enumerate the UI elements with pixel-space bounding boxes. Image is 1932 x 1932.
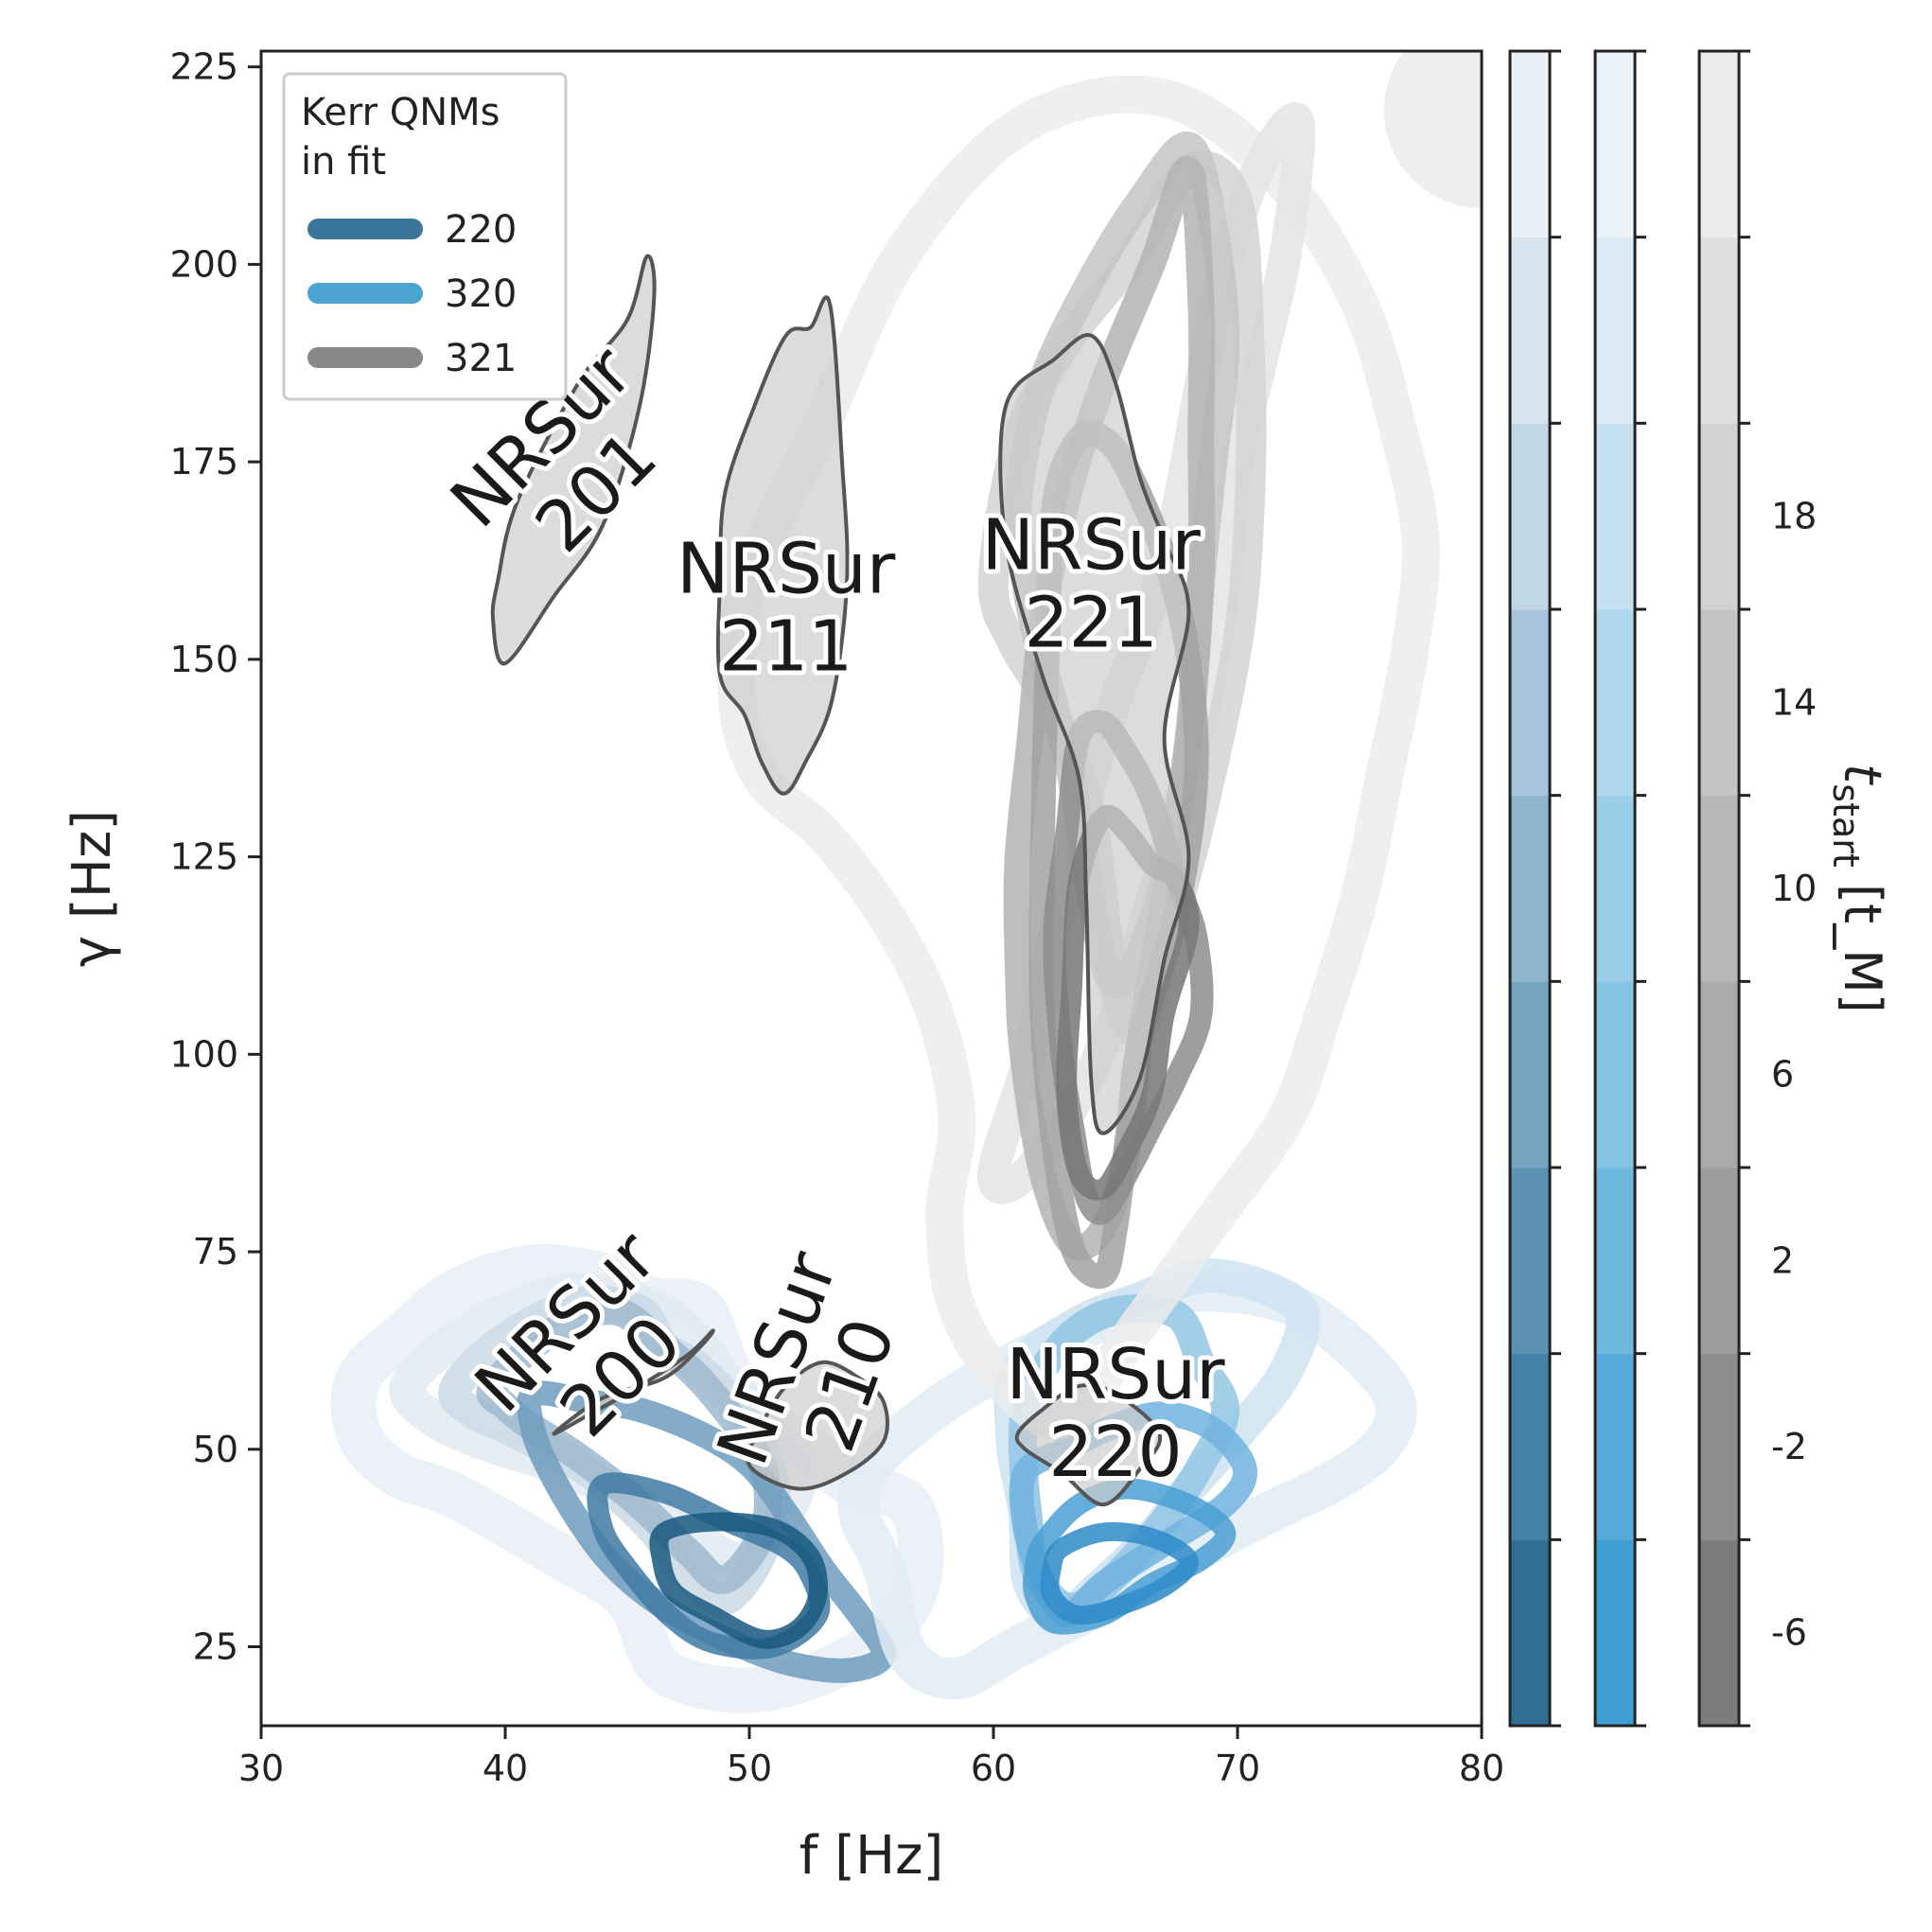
legend-label-320: 320	[445, 272, 517, 316]
colorbar-segment-220	[1510, 423, 1550, 610]
colorbar-segment-320	[1595, 423, 1635, 610]
nrsur-region-221	[998, 332, 1191, 1135]
colorbar-frame-320	[1593, 49, 1637, 1728]
y-tick-label: 50	[193, 1429, 238, 1470]
nrsur-region-210	[746, 1360, 889, 1491]
y-tick-label: 75	[193, 1231, 238, 1273]
y-tick-label: 225	[169, 46, 238, 88]
x-tick-label: 40	[483, 1748, 528, 1789]
colorbar-tick-label: 6	[1771, 1054, 1794, 1096]
colorbar-segment-320	[1595, 609, 1635, 797]
colorbar-segment-321	[1699, 51, 1739, 238]
x-axis-title: f [Hz]	[799, 1825, 944, 1887]
colorbar-segment-321	[1699, 237, 1739, 424]
nrsur-label-line2: 221	[1025, 582, 1158, 663]
colorbar-segment-320	[1595, 795, 1635, 982]
y-axis-ticks: 25 50 75 100 125 150 175 200 225	[169, 46, 261, 1668]
nrsur-region-220	[1014, 1382, 1163, 1507]
nrsur-label-line1: NRSur	[1006, 1334, 1225, 1415]
x-tick-label: 70	[1215, 1748, 1260, 1789]
legend-label-321: 321	[445, 337, 517, 380]
colorbar-segment-220	[1510, 609, 1550, 797]
legend-title: in fit	[301, 140, 386, 184]
x-tick-label: 30	[238, 1748, 284, 1789]
x-tick-label: 60	[971, 1748, 1016, 1789]
colorbar-segment-220	[1510, 1353, 1550, 1540]
y-tick-label: 175	[169, 441, 238, 483]
nrsur-label-line2: 211	[719, 606, 852, 687]
x-axis-ticks: 30 40 50 60 70 80	[238, 1726, 1504, 1789]
colorbar-title: tstart [t_M]	[1825, 764, 1892, 1013]
colorbar-segment-321	[1699, 1539, 1739, 1727]
nrsur-label-line1: NRSur	[982, 504, 1202, 586]
nrsur-region-200	[552, 1328, 715, 1436]
nrsur-label-line1: NRSur	[676, 528, 896, 609]
legend: Kerr QNMs in fit 220 320 321	[282, 72, 568, 401]
colorbar-segment-320	[1595, 981, 1635, 1168]
plot-frame	[259, 49, 1484, 1728]
colorbar-segment-321	[1699, 1168, 1739, 1355]
x-tick-label: 50	[727, 1748, 772, 1789]
colorbar-segment-220	[1510, 1539, 1550, 1727]
colorbar-segment-321	[1699, 981, 1739, 1168]
y-tick-label: 150	[169, 639, 238, 680]
colorbar-segment-220	[1510, 1168, 1550, 1355]
colorbar-tick-label: 2	[1771, 1239, 1794, 1281]
contour-320	[1040, 1521, 1199, 1625]
contour-220	[516, 1380, 896, 1683]
y-axis-title: γ [Hz]	[61, 810, 123, 967]
colorbar-segment-320	[1595, 1539, 1635, 1727]
colorbar-title-text: tstart [t_M]	[1825, 764, 1892, 1013]
contour-marker-321	[1383, 51, 1482, 208]
colorbar-tick-label: -2	[1771, 1426, 1807, 1467]
y-tick-label: 25	[193, 1626, 238, 1668]
nrsur-region-layer	[490, 254, 1191, 1507]
colorbar-tick-label: 18	[1771, 496, 1817, 537]
colorbar-tick-label: 10	[1771, 868, 1817, 909]
colorbar-frame-220	[1508, 49, 1552, 1728]
colorbar-segment-220	[1510, 237, 1550, 424]
legend-label-220: 220	[445, 208, 517, 252]
colorbar-segment-220	[1510, 795, 1550, 982]
nrsur-region-201	[490, 254, 657, 666]
colorbar-frame-321	[1697, 49, 1741, 1728]
colorbar-segment-321	[1699, 423, 1739, 610]
legend-title: Kerr QNMs	[301, 91, 501, 134]
colorbar-tick-label: 14	[1771, 681, 1817, 723]
x-tick-label: 80	[1459, 1748, 1504, 1789]
colorbar-segment-320	[1595, 51, 1635, 238]
colorbar-segment-321	[1699, 1353, 1739, 1540]
colorbar-segment-220	[1510, 51, 1550, 238]
contour-220	[649, 1512, 829, 1649]
legend-box	[282, 72, 568, 401]
nrsur-label-line2: 220	[1048, 1412, 1182, 1493]
nrsur-region-211	[715, 295, 850, 796]
y-tick-label: 125	[169, 836, 238, 878]
colorbar-segment-320	[1595, 1168, 1635, 1355]
colorbar-segment-321	[1699, 795, 1739, 982]
y-tick-label: 200	[169, 243, 238, 285]
colorbar-group: -6 -2 2 6 10 14 18 tstart [t_M]	[1508, 49, 1892, 1728]
colorbar-segment-321	[1699, 609, 1739, 797]
colorbar-segment-320	[1595, 1353, 1635, 1540]
colorbar-segment-220	[1510, 981, 1550, 1168]
contour-321	[717, 75, 1440, 1440]
colorbar-tick-label: -6	[1771, 1612, 1807, 1654]
y-tick-label: 100	[169, 1033, 238, 1075]
colorbar-segment-320	[1595, 237, 1635, 424]
contour-220	[330, 1244, 944, 1713]
